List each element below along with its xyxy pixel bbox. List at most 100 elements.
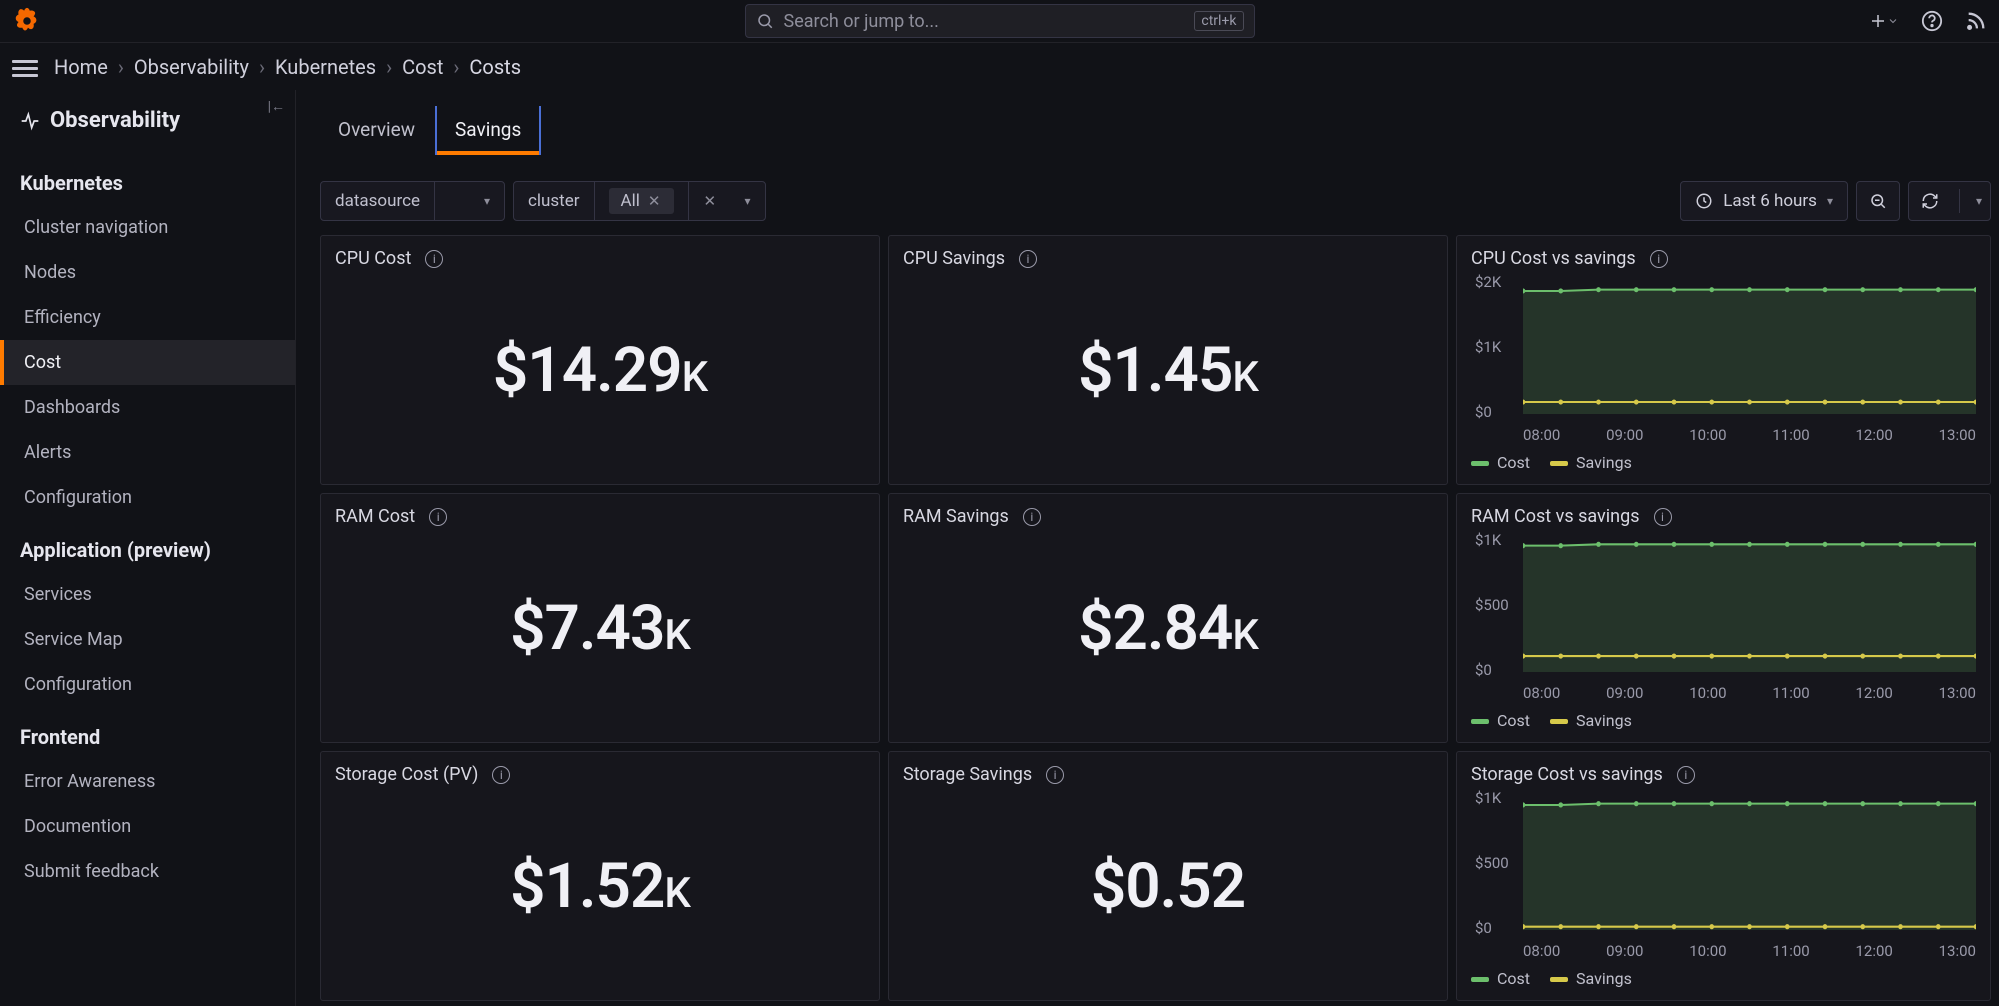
y-tick-label: $0 <box>1475 919 1492 937</box>
body: |← Observability KubernetesCluster navig… <box>0 90 1999 1006</box>
breadcrumb-item[interactable]: Observability <box>134 55 249 79</box>
panel-title: CPU Savings i <box>903 248 1433 269</box>
chevron-down-icon: ▾ <box>744 194 750 208</box>
search-icon <box>756 12 774 30</box>
rss-icon[interactable] <box>1965 10 1987 32</box>
sidebar-item[interactable]: Submit feedback <box>0 849 295 894</box>
sidebar-item[interactable]: Dashboards <box>0 385 295 430</box>
sidebar-item[interactable]: Configuration <box>0 662 295 707</box>
panel-title-label: RAM Cost vs savings <box>1471 506 1640 527</box>
search-input[interactable]: Search or jump to... ctrl+k <box>745 4 1255 38</box>
activity-icon <box>20 111 40 131</box>
refresh-icon <box>1921 192 1939 210</box>
sidebar-item[interactable]: Error Awareness <box>0 759 295 804</box>
info-icon[interactable]: i <box>429 508 447 526</box>
panel-title: RAM Cost vs savings i <box>1471 506 1976 527</box>
x-tick-label: 10:00 <box>1689 942 1726 960</box>
legend-item: Cost <box>1471 711 1530 730</box>
chart-legend: CostSavings <box>1471 711 1632 730</box>
info-icon[interactable]: i <box>1650 250 1668 268</box>
cluster-selector[interactable]: cluster All ✕ ✕ ▾ <box>513 181 766 221</box>
sidebar-item[interactable]: Service Map <box>0 617 295 662</box>
refresh-button[interactable]: ▾ <box>1908 181 1991 221</box>
clear-icon[interactable]: ✕ <box>703 192 716 210</box>
sidebar-item[interactable]: Documention <box>0 804 295 849</box>
sidebar-title-label: Observability <box>50 108 180 133</box>
panel-title-label: RAM Cost <box>335 506 415 527</box>
stat-panel: CPU Cost i $14.29K <box>320 235 880 485</box>
chart-area: $1K$500$0 08:0009:0010:0011:0012:0013:00… <box>1471 533 1976 730</box>
sidebar-item[interactable]: Cluster navigation <box>0 205 295 250</box>
legend-item: Cost <box>1471 453 1530 472</box>
datasource-selector[interactable]: datasource ▾ <box>320 181 505 221</box>
sidebar-item[interactable]: Services <box>0 572 295 617</box>
chart-panel: CPU Cost vs savings i $2K$1K$0 08:0009:0… <box>1456 235 1991 485</box>
chart-plot <box>1523 797 1976 930</box>
toolbar: datasource ▾ cluster All ✕ ✕ ▾ Last 6 ho… <box>312 181 1999 235</box>
panel-title-label: CPU Cost <box>335 248 411 269</box>
stat-panel: Storage Savings i $0.52 <box>888 751 1448 1001</box>
sidebar-item[interactable]: Alerts <box>0 430 295 475</box>
stat-body: $14.29K <box>335 269 865 472</box>
add-button[interactable] <box>1869 12 1899 30</box>
legend-item: Savings <box>1550 969 1632 988</box>
search-shortcut: ctrl+k <box>1194 11 1243 31</box>
y-tick-label: $1K <box>1475 531 1501 549</box>
zoom-out-button[interactable] <box>1856 181 1900 221</box>
x-tick-label: 11:00 <box>1772 942 1809 960</box>
time-range-label: Last 6 hours <box>1723 191 1817 211</box>
close-icon[interactable]: ✕ <box>648 192 661 210</box>
info-icon[interactable]: i <box>1046 766 1064 784</box>
sidebar-item[interactable]: Nodes <box>0 250 295 295</box>
stat-value: $14.29K <box>493 334 707 407</box>
chart-area: $1K$500$0 08:0009:0010:0011:0012:0013:00… <box>1471 791 1976 988</box>
panel-title-label: Storage Savings <box>903 764 1032 785</box>
x-axis-labels: 08:0009:0010:0011:0012:0013:00 <box>1523 426 1976 444</box>
stat-body: $0.52 <box>903 785 1433 988</box>
panel-title: Storage Cost vs savings i <box>1471 764 1976 785</box>
info-icon[interactable]: i <box>425 250 443 268</box>
stat-body: $2.84K <box>903 527 1433 730</box>
breadcrumb-item[interactable]: Kubernetes <box>275 55 376 79</box>
info-icon[interactable]: i <box>1677 766 1695 784</box>
chart-plot <box>1523 539 1976 672</box>
menu-toggle-icon[interactable] <box>12 56 38 78</box>
sidebar-section-header: Application (preview) <box>0 520 295 572</box>
stat-body: $7.43K <box>335 527 865 730</box>
panel-title-label: CPU Savings <box>903 248 1005 269</box>
x-tick-label: 11:00 <box>1772 426 1809 444</box>
info-icon[interactable]: i <box>1019 250 1037 268</box>
cluster-value-pill[interactable]: All ✕ <box>609 188 675 214</box>
top-bar-actions <box>1869 10 1987 32</box>
sidebar-collapse-icon[interactable]: |← <box>268 98 285 115</box>
stat-suffix: K <box>1232 353 1258 402</box>
panel-title: RAM Savings i <box>903 506 1433 527</box>
grafana-logo[interactable] <box>12 6 42 36</box>
stat-panel: RAM Savings i $2.84K <box>888 493 1448 743</box>
help-icon[interactable] <box>1921 10 1943 32</box>
breadcrumb-item[interactable]: Costs <box>469 55 521 79</box>
sidebar-item[interactable]: Cost <box>0 340 295 385</box>
sidebar-item[interactable]: Efficiency <box>0 295 295 340</box>
x-tick-label: 12:00 <box>1856 942 1893 960</box>
chart-plot <box>1523 281 1976 414</box>
legend-item: Cost <box>1471 969 1530 988</box>
chart-area: $2K$1K$0 08:0009:0010:0011:0012:0013:00 … <box>1471 275 1976 472</box>
panel-grid: CPU Cost i $14.29K CPU Savings i $1.45K … <box>312 235 1999 1001</box>
sidebar-item[interactable]: Configuration <box>0 475 295 520</box>
info-icon[interactable]: i <box>1654 508 1672 526</box>
y-tick-label: $1K <box>1475 338 1501 356</box>
x-tick-label: 11:00 <box>1772 684 1809 702</box>
time-range-button[interactable]: Last 6 hours ▾ <box>1680 181 1848 221</box>
breadcrumb-item[interactable]: Home <box>54 55 108 79</box>
x-tick-label: 09:00 <box>1606 426 1643 444</box>
tab[interactable]: Overview <box>320 106 433 155</box>
breadcrumb-item[interactable]: Cost <box>402 55 443 79</box>
info-icon[interactable]: i <box>1023 508 1041 526</box>
stat-body: $1.52K <box>335 785 865 988</box>
info-icon[interactable]: i <box>492 766 510 784</box>
tab[interactable]: Savings <box>435 106 541 155</box>
chevron-down-icon: ▾ <box>484 194 490 208</box>
panel-title: RAM Cost i <box>335 506 865 527</box>
breadcrumb-separator: › <box>386 55 392 79</box>
